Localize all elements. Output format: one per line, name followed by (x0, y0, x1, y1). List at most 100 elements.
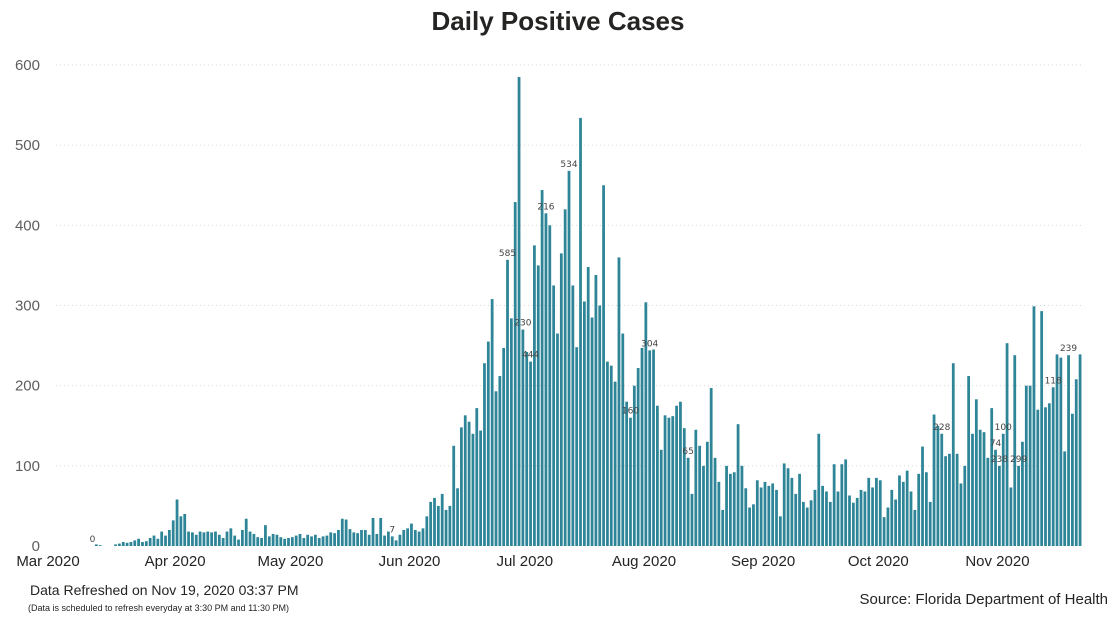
bar (433, 497, 436, 546)
bar (217, 534, 221, 546)
bar (314, 534, 317, 546)
x-tick-label: Aug 2020 (612, 553, 676, 570)
bar (475, 408, 479, 546)
bar (771, 483, 775, 546)
bar (283, 538, 287, 546)
bar (390, 536, 394, 546)
bar (794, 493, 798, 546)
bar (360, 529, 363, 546)
bar (778, 516, 782, 546)
bar (878, 480, 882, 546)
bar (509, 318, 513, 546)
bar (652, 349, 655, 546)
bar (210, 532, 214, 546)
x-tick-label: Mar 2020 (16, 553, 79, 570)
bar (894, 499, 898, 546)
bar (767, 485, 771, 547)
bar (137, 538, 140, 546)
bar (729, 473, 732, 546)
bar (175, 499, 179, 546)
bar (506, 259, 509, 546)
bar (229, 528, 233, 546)
bar (202, 532, 206, 546)
bar (544, 213, 548, 546)
y-tick-label: 300 (15, 298, 40, 315)
bar (994, 449, 997, 546)
data-label: 160 (622, 407, 639, 417)
bar (1013, 355, 1017, 546)
bar (344, 519, 348, 546)
bar (951, 363, 955, 546)
bar (686, 457, 690, 546)
bar (959, 483, 963, 546)
data-label: 216 (537, 202, 554, 212)
bar (1017, 465, 1020, 546)
x-tick-label: Sep 2020 (731, 553, 795, 570)
bar (164, 535, 167, 546)
bar (417, 531, 421, 546)
bar (429, 501, 433, 546)
bar (340, 518, 344, 546)
bar (348, 529, 352, 546)
bar (913, 509, 917, 546)
bar (851, 502, 855, 546)
x-tick-label: Jun 2020 (379, 553, 441, 570)
x-axis: Mar 2020 Apr 2020 May 2020 Jun 2020 Jul 2020… (16, 553, 1029, 570)
bar (675, 405, 678, 546)
bar (275, 534, 279, 546)
bar (755, 480, 759, 546)
y-tick-label: 200 (15, 378, 40, 395)
bar (944, 456, 947, 546)
bar (656, 405, 659, 546)
bar (859, 489, 863, 546)
bar (290, 537, 294, 546)
bar (306, 534, 310, 546)
bar (144, 541, 148, 546)
bar (813, 489, 817, 546)
bar (98, 545, 102, 546)
bar (548, 225, 552, 546)
bar (832, 464, 836, 546)
x-tick-label: Oct 2020 (848, 553, 909, 570)
bar (974, 399, 978, 546)
bar (663, 415, 667, 546)
bar (1059, 357, 1063, 546)
bar (536, 265, 540, 546)
bar (141, 541, 144, 546)
bar (625, 401, 629, 546)
y-tick-label: 0 (32, 538, 40, 555)
bar (648, 350, 652, 546)
bar (337, 529, 340, 546)
bar (413, 529, 417, 546)
data-label: 65 (682, 447, 693, 457)
bar (1051, 387, 1055, 546)
bar (1028, 385, 1032, 546)
bar (494, 391, 498, 546)
bar (114, 544, 117, 546)
bar (244, 518, 248, 546)
bar (579, 117, 582, 546)
bar (179, 516, 183, 546)
bar (267, 536, 271, 546)
bar (998, 465, 1001, 546)
bar (990, 408, 994, 546)
bar (486, 341, 490, 546)
bar (160, 531, 164, 546)
bar (383, 535, 386, 546)
bar (321, 536, 325, 546)
bar (725, 465, 728, 546)
data-label: 228 (933, 423, 950, 433)
bar (586, 267, 590, 546)
bar (559, 253, 563, 546)
bar (471, 433, 475, 546)
bar (917, 473, 921, 546)
bar (698, 445, 702, 546)
bar (702, 465, 705, 546)
bar (513, 202, 517, 546)
bar (264, 525, 267, 546)
data-label: 74 (990, 439, 1002, 449)
bar (855, 497, 859, 546)
bar (790, 477, 794, 546)
x-tick-label: Nov 2020 (965, 553, 1029, 570)
bar (517, 77, 521, 546)
